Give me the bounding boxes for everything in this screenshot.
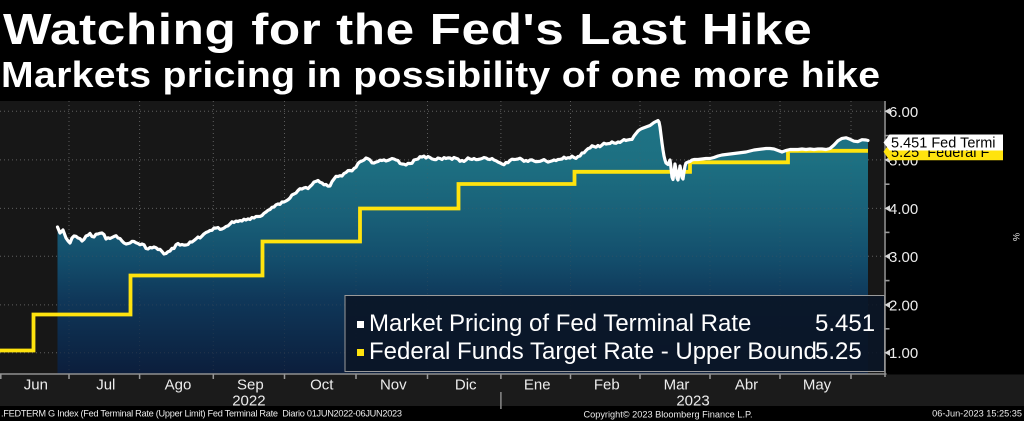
svg-text:Copyright© 2023 Bloomberg Fina: Copyright© 2023 Bloomberg Finance L.P.	[583, 410, 752, 420]
svg-text:%: %	[1011, 233, 1021, 241]
svg-text:Ene: Ene	[524, 377, 551, 394]
svg-text:Nov: Nov	[380, 377, 407, 394]
svg-text:3.00: 3.00	[889, 249, 918, 266]
svg-text:Market Pricing of Fed Terminal: Market Pricing of Fed Terminal Rate	[369, 310, 751, 337]
svg-text:Jul: Jul	[96, 377, 115, 394]
svg-text:2.00: 2.00	[889, 297, 918, 314]
svg-text:6.00: 6.00	[889, 104, 918, 121]
svg-text:Ago: Ago	[165, 377, 192, 394]
svg-text:5.25: 5.25	[815, 338, 862, 365]
svg-text:Dic: Dic	[455, 377, 477, 394]
svg-text:Feb: Feb	[594, 377, 620, 394]
svg-text:Mar: Mar	[664, 377, 690, 394]
svg-text:May: May	[803, 377, 832, 394]
svg-text:2023: 2023	[676, 393, 709, 410]
svg-text:1.00: 1.00	[889, 345, 918, 362]
svg-text:.FEDTERM G Index (Fed Terminal: .FEDTERM G Index (Fed Terminal Rate (Upp…	[1, 409, 402, 419]
svg-text:5.451: 5.451	[815, 310, 875, 337]
svg-text:Jun: Jun	[24, 377, 48, 394]
svg-text:Oct: Oct	[310, 377, 334, 394]
svg-text:5.451 Fed Termi: 5.451 Fed Termi	[891, 135, 996, 151]
svg-text:2022: 2022	[232, 393, 265, 410]
svg-text:Sep: Sep	[237, 377, 264, 394]
svg-text:4.00: 4.00	[889, 201, 918, 218]
svg-text:Abr: Abr	[735, 377, 758, 394]
svg-text:06-Jun-2023 15:25:35: 06-Jun-2023 15:25:35	[932, 409, 1022, 419]
svg-text:Federal Funds Target Rate - Up: Federal Funds Target Rate - Upper Bound	[369, 338, 817, 365]
